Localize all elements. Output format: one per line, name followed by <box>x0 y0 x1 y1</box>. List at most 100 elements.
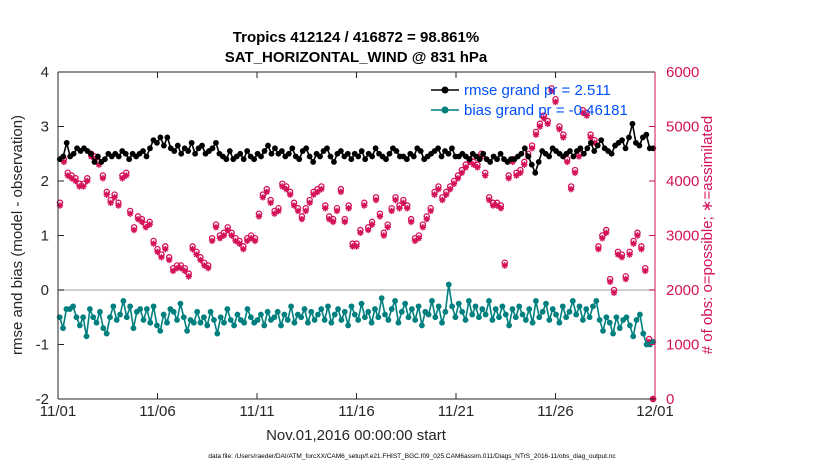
rmse-point <box>147 145 153 152</box>
obs-assimilated-marker <box>123 172 130 179</box>
obs-assimilated-star <box>298 215 306 223</box>
rmse-point <box>466 156 473 163</box>
bias-point <box>445 281 452 288</box>
bias-point <box>593 298 600 304</box>
rmse-point <box>570 153 577 160</box>
obs-assimilated-marker <box>290 202 298 209</box>
rmse-point <box>60 153 67 160</box>
rmse-point <box>327 153 334 160</box>
rmse-point <box>629 120 636 127</box>
obs-assimilated-star <box>361 202 368 209</box>
obs-assimilated-marker <box>220 232 228 239</box>
obs-assimilated-star <box>431 191 438 198</box>
obs-assimilated-marker <box>556 126 563 133</box>
obs-assimilated-star <box>622 275 629 283</box>
x-tick-label: 11/16 <box>338 403 374 420</box>
obs-assimilated-star <box>80 183 87 190</box>
bias-point <box>469 311 476 318</box>
bias-point <box>207 308 214 315</box>
obs-assimilated-marker <box>419 224 427 231</box>
rmse-point <box>636 142 643 149</box>
obs-assimilated-star <box>392 196 399 204</box>
bias-point <box>254 317 261 323</box>
bias-point <box>626 322 633 329</box>
bias-point <box>432 314 439 321</box>
bias-point <box>486 298 492 304</box>
rmse-point <box>192 150 199 157</box>
obs-assimilated-marker <box>126 210 134 217</box>
obs-assimilated-star <box>220 232 228 239</box>
obs-assimilated-marker <box>263 188 270 196</box>
rmse-point <box>546 153 553 160</box>
obs-assimilated-star <box>197 256 204 264</box>
obs-assimilated-marker <box>95 161 103 168</box>
bias-point <box>482 311 489 318</box>
obs-assimilated-star <box>595 245 602 253</box>
bias-point <box>452 314 459 321</box>
bias-point <box>335 306 341 312</box>
x-tick-label: 11/11 <box>239 403 274 420</box>
rmse-point <box>126 156 133 163</box>
bias-point <box>325 303 331 310</box>
bias-point <box>492 306 499 312</box>
obs-assimilated-marker <box>606 278 614 286</box>
bias-point <box>247 314 254 321</box>
bias-point <box>419 322 425 329</box>
rmse-point <box>348 156 355 163</box>
obs-assimilated-star <box>99 175 107 182</box>
bias-point <box>516 303 523 310</box>
obs-assimilated-star <box>564 158 571 166</box>
obs-assimilated-star <box>439 196 446 204</box>
obs-assimilated-star <box>244 237 251 245</box>
obs-assimilated-star <box>130 226 138 234</box>
obs-assimilated-marker <box>201 262 208 269</box>
y-right-tick-label: 2000 <box>666 282 699 299</box>
obs-assimilated-marker <box>368 221 376 228</box>
obs-assimilated-star <box>162 245 169 253</box>
bias-point <box>539 308 546 315</box>
bias-point <box>382 311 388 318</box>
obs-assimilated-marker <box>162 245 169 253</box>
obs-assimilated-star <box>169 267 177 275</box>
rmse-point <box>449 145 455 152</box>
bias-point <box>261 322 268 329</box>
obs-assimilated-marker <box>68 175 75 182</box>
bias-point <box>190 319 197 326</box>
obs-assimilated-star <box>84 177 91 185</box>
obs-assimilated-marker <box>493 202 501 209</box>
obs-assimilated-marker <box>212 224 220 231</box>
bias-point <box>211 317 217 323</box>
obs-assimilated-star <box>255 213 263 220</box>
obs-assimilated-marker <box>376 213 384 220</box>
obs-assimilated-marker <box>521 161 528 168</box>
bias-point <box>573 311 580 318</box>
bias-point <box>284 317 291 323</box>
obs-assimilated-marker <box>224 226 231 234</box>
obs-assimilated-marker <box>228 232 235 239</box>
obs-assimilated-star <box>470 161 477 168</box>
bias-point <box>449 303 455 310</box>
obs-assimilated-marker <box>513 172 520 179</box>
bias-point <box>499 303 506 310</box>
rmse-point <box>403 156 410 163</box>
bias-point <box>522 317 529 323</box>
obs-assimilated-marker <box>532 131 540 138</box>
bias-point <box>576 303 583 310</box>
rmse-point <box>261 148 268 154</box>
bias-point <box>308 308 315 315</box>
bias-point <box>623 314 630 321</box>
bias-point <box>556 319 563 326</box>
obs-assimilated-marker <box>247 235 255 242</box>
obs-assimilated-marker <box>60 158 68 166</box>
bias-point <box>533 298 539 304</box>
bias-point <box>341 308 348 315</box>
rmse-point <box>383 156 389 163</box>
obs-assimilated-marker <box>571 169 579 177</box>
rmse-point <box>622 145 629 152</box>
rmse-point <box>223 156 230 163</box>
obs-assimilated-star <box>290 202 298 209</box>
bias-point <box>107 314 113 321</box>
bias-point <box>244 306 251 312</box>
obs-assimilated-star <box>482 172 489 179</box>
x-axis-label: Nov.01,2016 00:00:00 start <box>266 427 447 444</box>
